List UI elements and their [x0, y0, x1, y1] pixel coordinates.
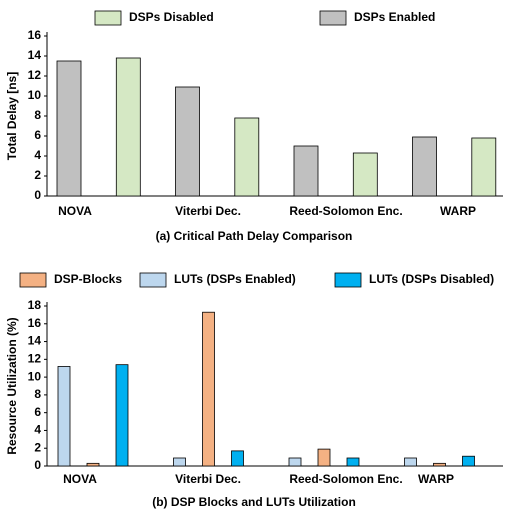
y-tick-label: 8	[34, 108, 41, 122]
bar	[433, 462, 446, 467]
y-tick-label: 10	[28, 369, 42, 383]
y-tick-label: 16	[28, 316, 42, 330]
bar	[346, 457, 360, 467]
y-tick-label: 6	[34, 405, 41, 419]
bar	[86, 462, 100, 467]
y-tick-label: 0	[34, 188, 41, 202]
bar	[412, 136, 437, 197]
bar	[352, 152, 378, 197]
y-tick-label: 2	[34, 440, 41, 454]
bar	[231, 450, 244, 467]
x-tick-label: NOVA	[63, 472, 97, 486]
x-tick-label: Viterbi Dec.	[175, 204, 241, 218]
chart-title: (b) DSP Blocks and LUTs Utilization	[152, 495, 356, 509]
y-tick-label: 4	[34, 148, 41, 162]
bar	[234, 117, 260, 197]
legend-swatch	[334, 272, 362, 288]
legend-label: LUTs (DSPs Enabled)	[174, 272, 296, 286]
y-tick-label: 0	[34, 458, 41, 472]
legend-swatch	[94, 10, 122, 26]
x-tick-label: Viterbi Dec.	[175, 472, 241, 486]
bar	[57, 366, 71, 467]
bar	[175, 86, 200, 197]
x-tick-label: WARP	[418, 472, 454, 486]
y-tick-label: 14	[28, 48, 42, 62]
bar	[462, 455, 475, 467]
y-axis-label: Resource Utilization (%)	[5, 317, 19, 454]
y-tick-label: 2	[34, 168, 41, 182]
legend-label: DSPs Disabled	[129, 10, 214, 24]
bar	[288, 457, 302, 467]
y-tick-label: 4	[34, 423, 41, 437]
y-tick-label: 10	[28, 88, 42, 102]
legend-swatch	[19, 272, 47, 288]
y-tick-label: 16	[28, 28, 42, 42]
y-tick-label: 12	[28, 352, 42, 366]
legend-label: DSPs Enabled	[354, 10, 435, 24]
legend-swatch	[139, 272, 167, 288]
bar	[115, 364, 129, 467]
legend-label: DSP-Blocks	[54, 272, 122, 286]
y-tick-label: 18	[28, 298, 42, 312]
bar	[404, 457, 417, 467]
legend-label: LUTs (DSPs Disabled)	[369, 272, 494, 286]
bar	[202, 311, 215, 467]
y-tick-label: 12	[28, 68, 42, 82]
bar	[317, 448, 331, 467]
y-axis-label: Total Delay [ns]	[5, 72, 19, 160]
chart-title: (a) Critical Path Delay Comparison	[156, 229, 353, 243]
x-tick-label: Reed-Solomon Enc.	[289, 204, 402, 218]
x-tick-label: WARP	[440, 204, 476, 218]
bar	[115, 57, 141, 197]
bar	[293, 145, 319, 197]
legend-swatch	[319, 10, 347, 26]
x-tick-label: Reed-Solomon Enc.	[289, 472, 402, 486]
bar	[173, 457, 186, 467]
x-tick-label: NOVA	[58, 204, 92, 218]
y-tick-label: 8	[34, 387, 41, 401]
y-tick-label: 6	[34, 128, 41, 142]
bar	[56, 60, 82, 197]
bar	[471, 137, 497, 197]
y-tick-label: 14	[28, 334, 42, 348]
